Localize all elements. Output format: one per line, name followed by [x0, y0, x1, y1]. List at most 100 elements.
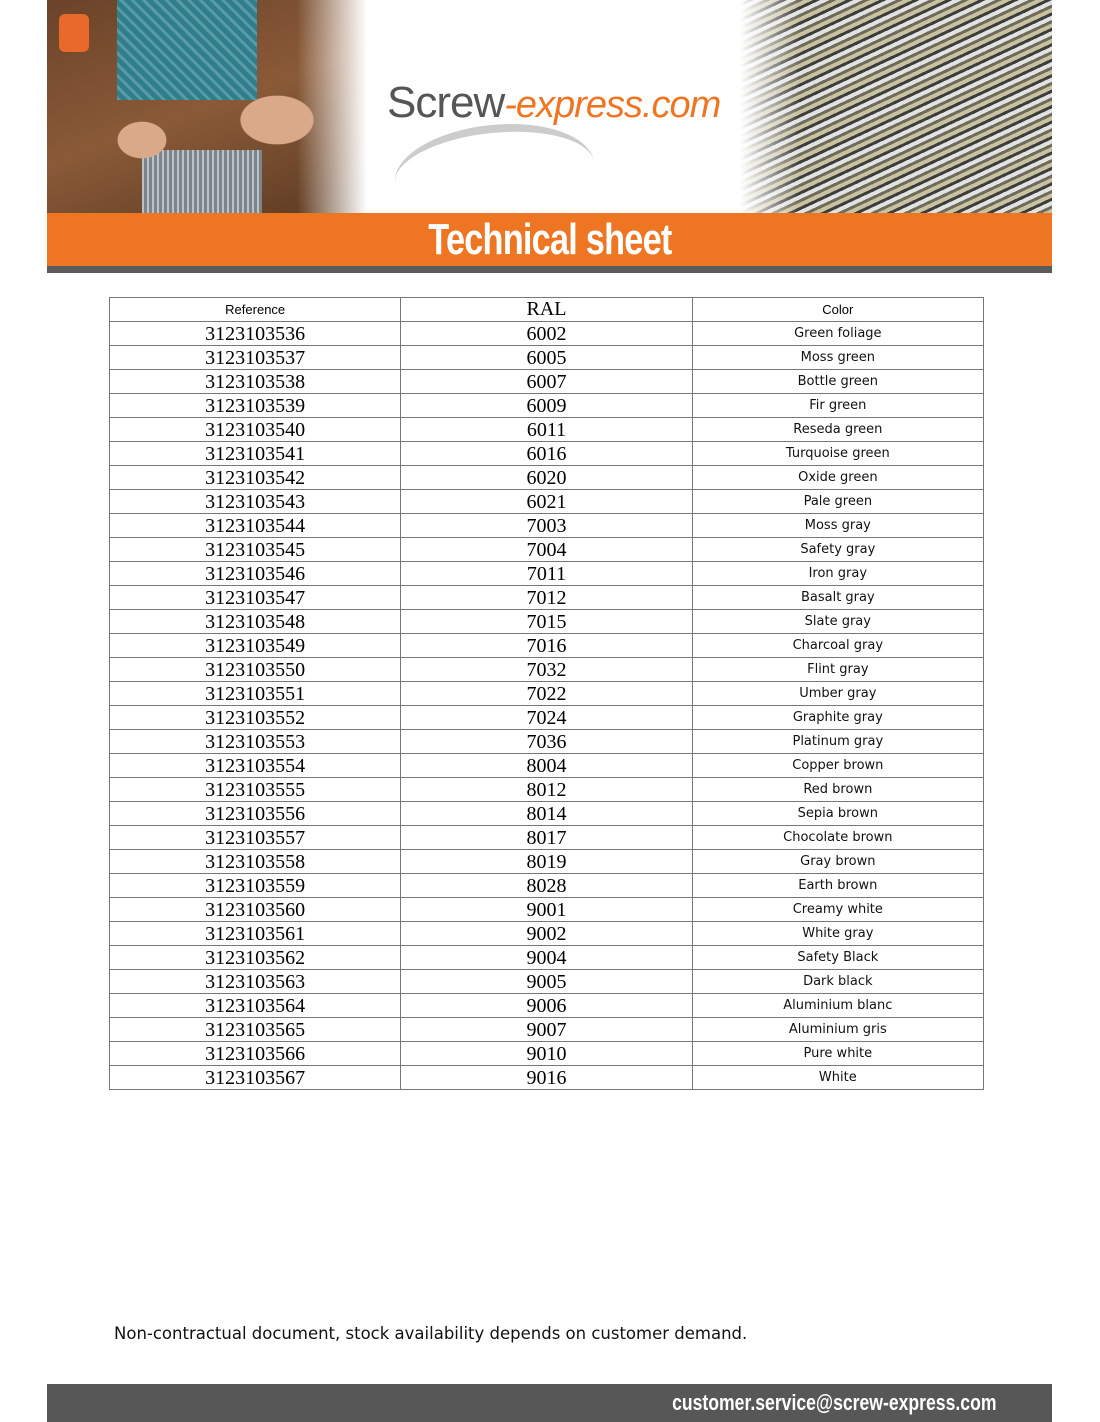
ral-cell: 6016 — [400, 441, 693, 466]
ral-cell: 7012 — [400, 585, 693, 610]
table-row: 3123103567 9016 White — [108, 1065, 985, 1090]
ral-cell: 7024 — [400, 705, 693, 730]
reference-cell: 3123103544 — [108, 513, 402, 538]
ral-cell: 8014 — [400, 801, 693, 826]
table-row: 3123103564 9006 Aluminium blanc — [108, 993, 985, 1018]
color-cell: Safety gray — [691, 537, 985, 562]
ral-cell: 6020 — [400, 465, 693, 490]
reference-cell: 3123103558 — [108, 849, 402, 874]
table-row: 3123103538 6007 Bottle green — [108, 369, 985, 394]
color-cell: Red brown — [691, 777, 985, 802]
reference-cell: 3123103547 — [108, 585, 402, 610]
color-cell: Bottle green — [691, 369, 985, 394]
reference-cell: 3123103541 — [108, 441, 402, 466]
table-row: 3123103548 7015 Slate gray — [108, 609, 985, 634]
reference-cell: 3123103561 — [108, 921, 402, 946]
reference-cell: 3123103552 — [108, 705, 402, 730]
table-row: 3123103559 8028 Earth brown — [108, 873, 985, 898]
ral-cell: 6009 — [400, 393, 693, 418]
ral-cell: 7022 — [400, 681, 693, 706]
reference-cell: 3123103536 — [108, 321, 402, 346]
screws-photo — [740, 0, 1052, 213]
ral-cell: 9002 — [400, 921, 693, 946]
color-cell: Pale green — [691, 489, 985, 514]
reference-cell: 3123103546 — [108, 561, 402, 586]
ral-cell: 9005 — [400, 969, 693, 994]
column-header-ral: RAL — [400, 297, 693, 322]
reference-cell: 3123103551 — [108, 681, 402, 706]
color-cell: Aluminium gris — [691, 1017, 985, 1042]
ral-cell: 6002 — [400, 321, 693, 346]
color-cell: Fir green — [691, 393, 985, 418]
color-cell: Turquoise green — [691, 441, 985, 466]
reference-cell: 3123103545 — [108, 537, 402, 562]
color-cell: Dark black — [691, 969, 985, 994]
table-row: 3123103537 6005 Moss green — [108, 345, 985, 370]
color-cell: Moss gray — [691, 513, 985, 538]
color-cell: Gray brown — [691, 849, 985, 874]
color-cell: Platinum gray — [691, 729, 985, 754]
ral-cell: 6011 — [400, 417, 693, 442]
ral-cell: 8004 — [400, 753, 693, 778]
table-row: 3123103566 9010 Pure white — [108, 1041, 985, 1066]
ral-cell: 9007 — [400, 1017, 693, 1042]
color-cell: Safety Black — [691, 945, 985, 970]
color-cell: Iron gray — [691, 561, 985, 586]
ral-cell: 9010 — [400, 1041, 693, 1066]
reference-cell: 3123103562 — [108, 945, 402, 970]
table-row: 3123103552 7024 Graphite gray — [108, 705, 985, 730]
page-title: Technical sheet — [427, 215, 672, 264]
table-row: 3123103547 7012 Basalt gray — [108, 585, 985, 610]
table-row: 3123103555 8012 Red brown — [108, 777, 985, 802]
color-cell: Basalt gray — [691, 585, 985, 610]
table-row: 3123103557 8017 Chocolate brown — [108, 825, 985, 850]
ral-cell: 7011 — [400, 561, 693, 586]
reference-cell: 3123103553 — [108, 729, 402, 754]
color-cell: Copper brown — [691, 753, 985, 778]
ral-cell: 7003 — [400, 513, 693, 538]
reference-cell: 3123103566 — [108, 1041, 402, 1066]
table-row: 3123103536 6002 Green foliage — [108, 321, 985, 346]
reference-cell: 3123103565 — [108, 1017, 402, 1042]
ral-cell: 9004 — [400, 945, 693, 970]
reference-cell: 3123103560 — [108, 897, 402, 922]
reference-cell: 3123103555 — [108, 777, 402, 802]
ral-cell: 6007 — [400, 369, 693, 394]
table-row: 3123103545 7004 Safety gray — [108, 537, 985, 562]
reference-cell: 3123103549 — [108, 633, 402, 658]
ral-cell: 6021 — [400, 489, 693, 514]
ral-cell: 8028 — [400, 873, 693, 898]
reference-cell: 3123103542 — [108, 465, 402, 490]
color-cell: Earth brown — [691, 873, 985, 898]
table-row: 3123103551 7022 Umber gray — [108, 681, 985, 706]
color-cell: Graphite gray — [691, 705, 985, 730]
workshop-photo — [47, 0, 367, 213]
ral-cell: 8019 — [400, 849, 693, 874]
ral-cell: 7004 — [400, 537, 693, 562]
color-cell: Moss green — [691, 345, 985, 370]
reference-cell: 3123103548 — [108, 609, 402, 634]
table-row: 3123103549 7016 Charcoal gray — [108, 633, 985, 658]
reference-cell: 3123103564 — [108, 993, 402, 1018]
table-row: 3123103543 6021 Pale green — [108, 489, 985, 514]
color-cell: White — [691, 1065, 985, 1090]
column-header-color: Color — [691, 297, 985, 322]
reference-cell: 3123103539 — [108, 393, 402, 418]
ral-cell: 7015 — [400, 609, 693, 634]
reference-cell: 3123103537 — [108, 345, 402, 370]
color-cell: Creamy white — [691, 897, 985, 922]
ral-cell: 9016 — [400, 1065, 693, 1090]
reference-cell: 3123103540 — [108, 417, 402, 442]
reference-cell: 3123103538 — [108, 369, 402, 394]
reference-cell: 3123103554 — [108, 753, 402, 778]
table-row: 3123103562 9004 Safety Black — [108, 945, 985, 970]
table-row: 3123103556 8014 Sepia brown — [108, 801, 985, 826]
table-row: 3123103553 7036 Platinum gray — [108, 729, 985, 754]
color-cell: Flint gray — [691, 657, 985, 682]
color-cell: Reseda green — [691, 417, 985, 442]
contact-email: customer.service@screw-express.com — [671, 1390, 996, 1415]
color-cell: Green foliage — [691, 321, 985, 346]
table-row: 3123103558 8019 Gray brown — [108, 849, 985, 874]
ral-cell: 9001 — [400, 897, 693, 922]
table-row: 3123103563 9005 Dark black — [108, 969, 985, 994]
